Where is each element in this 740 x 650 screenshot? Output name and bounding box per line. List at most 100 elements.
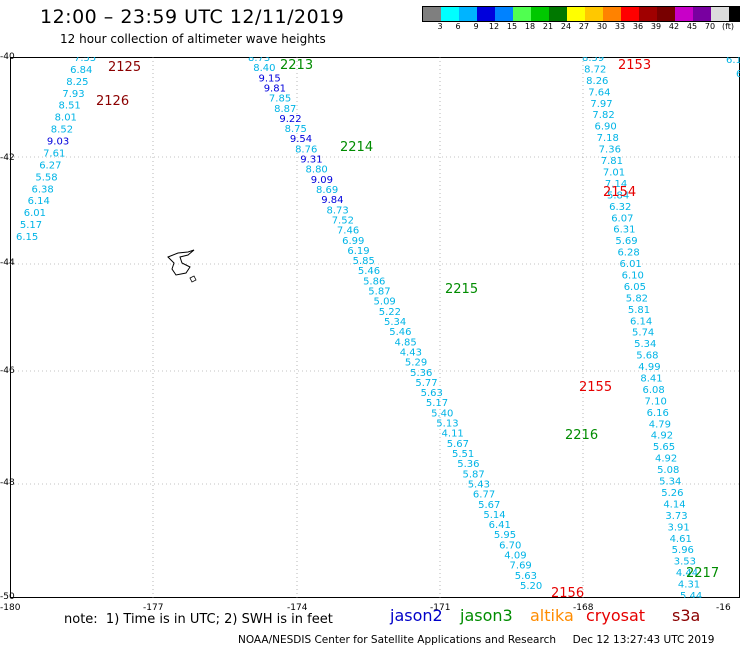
wave-height-value: 5.87	[368, 287, 390, 298]
wave-height-value: 3.73	[665, 511, 687, 522]
wave-height-value: 7.61	[43, 148, 65, 159]
wave-height-value: 5.77	[415, 378, 437, 389]
color-scale-label: 36	[632, 22, 644, 31]
lon-label: -16	[716, 603, 731, 613]
lat-label: -44	[0, 258, 15, 268]
color-swatch	[549, 7, 567, 21]
pass-time-label: 2215	[445, 282, 478, 297]
wave-height-value: 8.75	[285, 124, 307, 135]
page-subtitle: 12 hour collection of altimeter wave hei…	[60, 32, 326, 46]
wave-height-value: 7.18	[597, 133, 619, 144]
color-swatch	[423, 7, 441, 21]
wave-height-value: 6.70	[499, 540, 521, 551]
wave-height-value: 5.69	[615, 236, 637, 247]
color-scale-label: 42	[668, 22, 680, 31]
wave-height-value: 5.36	[457, 459, 479, 470]
legend-s3a: s3a	[672, 606, 701, 625]
color-scale-label: 6	[455, 22, 461, 31]
pass-time-label: 2155	[579, 380, 612, 395]
wave-height-value: 3.53	[674, 557, 696, 568]
pass-time-label: 2154	[603, 185, 636, 200]
wave-height-value: 6.28	[617, 248, 639, 259]
wave-height-value: 8.25	[66, 77, 88, 88]
legend-note: note: 1) Time is in UTC; 2) SWH is in fe…	[64, 612, 333, 627]
color-swatch	[441, 7, 459, 21]
page-title: 12:00 – 23:59 UTC 12/11/2019	[40, 6, 345, 28]
wave-height-value: 6.07	[611, 213, 633, 224]
lat-label: -40	[0, 52, 15, 62]
pass-time-label: 2126	[96, 94, 129, 109]
wave-height-value: 8.52	[51, 125, 73, 136]
wave-height-value: 5.29	[405, 358, 427, 369]
wave-height-value: 6.31	[613, 225, 635, 236]
color-scale-label: 21	[542, 22, 554, 31]
wave-height-value: 7.81	[601, 156, 623, 167]
wave-height-value: 6.08	[642, 385, 664, 396]
wave-height-value: 6.32	[609, 202, 631, 213]
wave-height-value: 6.1	[726, 57, 740, 66]
wave-height-value: 5.58	[35, 172, 57, 183]
island-outline	[167, 249, 195, 276]
color-scale-label: 39	[650, 22, 662, 31]
island-outline	[189, 275, 197, 283]
wave-height-value: 5.46	[389, 327, 411, 338]
color-scale-label: 24	[560, 22, 572, 31]
color-swatch	[531, 7, 549, 21]
wave-height-value: 7.14	[605, 179, 627, 190]
lon-label: -177	[143, 603, 164, 613]
pass-time-label: 2217	[686, 566, 719, 581]
lat-label: -46	[0, 366, 15, 376]
wave-height-value: 8.76	[295, 144, 317, 155]
wave-height-value: 4.92	[651, 431, 673, 442]
color-swatch	[693, 7, 711, 21]
wave-height-value: 5.40	[431, 408, 453, 419]
wave-height-value: 4.11	[442, 429, 464, 440]
wave-height-value: 6.19	[347, 246, 369, 257]
legend-altika: altika	[530, 606, 574, 625]
wave-height-value: 6.41	[489, 520, 511, 531]
pass-time-label: 2156	[551, 586, 584, 598]
legend-jason2: jason2	[390, 606, 443, 625]
wave-height-value: 5.13	[436, 419, 458, 430]
wave-height-value: 9.81	[264, 83, 286, 94]
wave-height-value: 6.01	[620, 259, 642, 270]
wave-height-value: 5.63	[421, 388, 443, 399]
wave-height-value: 5.87	[462, 469, 484, 480]
color-swatch	[513, 7, 531, 21]
color-scale-label: 45	[686, 22, 698, 31]
wave-height-value: 4.61	[670, 534, 692, 545]
wave-height-value: 5.86	[363, 276, 385, 287]
wave-height-value: 9.84	[321, 195, 343, 206]
wave-height-value: 7.55	[74, 57, 96, 64]
wave-height-value: 5.51	[452, 449, 474, 460]
wave-height-value: 8.51	[59, 101, 81, 112]
color-swatch	[567, 7, 585, 21]
wave-height-value: 9.09	[311, 175, 333, 186]
color-scale-label: 18	[524, 22, 536, 31]
wave-height-value: 6.27	[39, 160, 61, 171]
wave-height-value: 6.3	[736, 69, 740, 80]
color-scale-label: 15	[506, 22, 518, 31]
color-scale-bar	[422, 6, 740, 22]
wave-height-value: 5.34	[634, 339, 656, 350]
wave-height-value: 5.68	[636, 351, 658, 362]
wave-height-value: 5.81	[628, 305, 650, 316]
wave-height-value: 7.69	[510, 561, 532, 572]
wave-height-value: 8.26	[586, 76, 608, 87]
wave-height-value: 6.15	[16, 232, 38, 243]
wave-height-value: 5.08	[657, 465, 679, 476]
wave-height-value: 8.01	[55, 113, 77, 124]
wave-height-value: 5.26	[661, 488, 683, 499]
wave-height-value: 4.43	[400, 347, 422, 358]
map-canvas: 7.556.848.257.938.518.018.529.037.616.27…	[10, 57, 740, 598]
wave-height-value: 6.90	[595, 122, 617, 133]
wave-height-value: 5.46	[358, 266, 380, 277]
wave-height-value: 9.31	[300, 155, 322, 166]
wave-height-value: 5.34	[659, 477, 681, 488]
wave-height-value: 5.44	[680, 591, 702, 598]
lon-label: -174	[287, 603, 308, 613]
lat-label: -42	[0, 153, 15, 163]
wave-height-value: 7.85	[269, 94, 291, 105]
color-swatch	[675, 7, 693, 21]
color-scale-label: (ft)	[721, 22, 735, 31]
